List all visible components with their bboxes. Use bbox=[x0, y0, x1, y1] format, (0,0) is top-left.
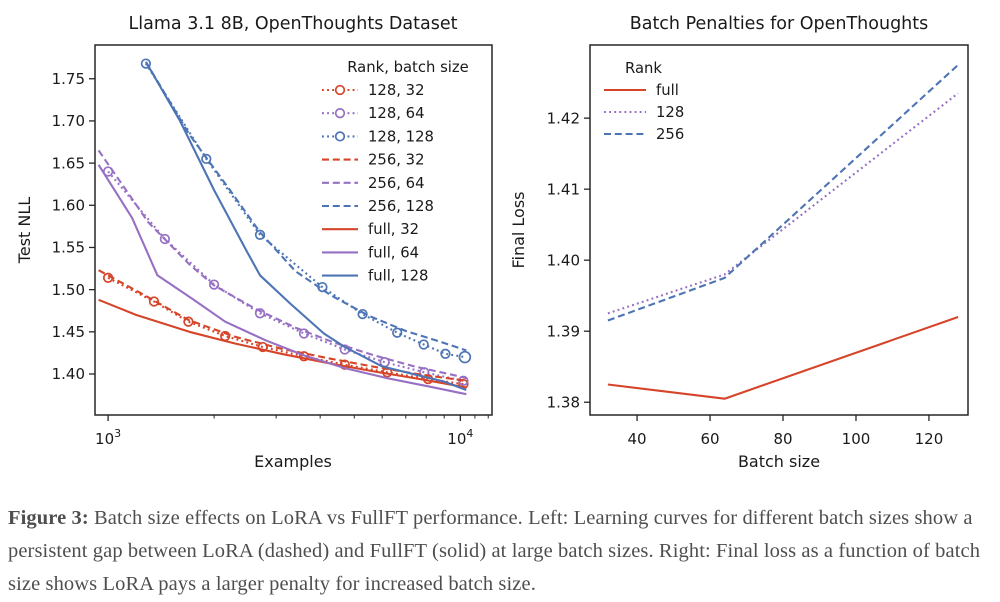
series-marker bbox=[159, 233, 171, 245]
legend-label: full, 32 bbox=[368, 221, 419, 238]
legend-label: 256 bbox=[656, 126, 684, 143]
legend: Rank full 128 256 bbox=[604, 60, 684, 143]
y-tick-label: 1.42 bbox=[547, 109, 580, 127]
x-tick-label: 40 bbox=[628, 430, 647, 448]
series-128 bbox=[607, 92, 959, 315]
x-tick-label: 120 bbox=[915, 430, 944, 448]
legend-entry-256: 256 bbox=[604, 126, 684, 143]
y-axis-label: Test NLL bbox=[15, 197, 34, 264]
series-256-32 bbox=[98, 269, 467, 382]
series-marker bbox=[140, 58, 152, 69]
series-marker bbox=[183, 316, 194, 327]
x-tick-label: 100 bbox=[842, 430, 871, 448]
legend-entry-full-128: full, 128 bbox=[322, 268, 428, 285]
y-tick-label: 1.40 bbox=[52, 365, 85, 383]
figure-caption: Figure 3: Batch size effects on LoRA vs … bbox=[0, 488, 992, 600]
series-marker bbox=[458, 350, 472, 364]
legend-entry-full: full bbox=[604, 82, 679, 99]
legend-label: 256, 32 bbox=[368, 152, 424, 169]
chart-title: Llama 3.1 8B, OpenThoughts Dataset bbox=[129, 14, 458, 34]
legend-entry-256-32: 256, 32 bbox=[322, 152, 424, 169]
y-axis-label: Final Loss bbox=[509, 191, 528, 268]
legend-entry-full-32: full, 32 bbox=[322, 221, 419, 238]
series-full-32 bbox=[98, 298, 467, 389]
y-tick-label: 1.60 bbox=[52, 196, 85, 214]
legend-entry-256-64: 256, 64 bbox=[322, 175, 424, 192]
legend-entry-128-32: 128, 32 bbox=[322, 82, 424, 99]
legend-marker-sample bbox=[334, 131, 346, 142]
y-tick-label: 1.75 bbox=[52, 70, 85, 88]
legend-marker-sample bbox=[334, 84, 346, 96]
legend: Rank, batch size 128, 32 128, 64 128, 128 25… bbox=[322, 59, 469, 285]
legend-label: 128 bbox=[656, 104, 684, 121]
legend-entry-128-128: 128, 128 bbox=[322, 128, 434, 145]
y-tick-label: 1.45 bbox=[52, 323, 85, 341]
series-marker bbox=[254, 308, 266, 319]
figure-caption-text: Batch size effects on LoRA vs FullFT per… bbox=[8, 507, 981, 595]
x-tick-label: 103 bbox=[95, 427, 121, 448]
series-128-32 bbox=[107, 276, 464, 386]
plot-frame bbox=[94, 44, 493, 416]
legend-marker-sample bbox=[334, 108, 346, 119]
series-marker bbox=[418, 339, 429, 350]
y-tick-label: 1.65 bbox=[52, 154, 85, 172]
series-marker bbox=[201, 153, 212, 165]
legend-label: full, 128 bbox=[368, 268, 428, 285]
left-chart: 1.40 1.45 1.50 1.55 1.60 1.65 1.70 1.75 103 104 Ll… bbox=[15, 14, 493, 471]
right-chart: 1.38 1.39 1.40 1.41 1.42 40 60 80 100 120 Batch Pe… bbox=[509, 14, 969, 471]
legend-entry-128: 128 bbox=[604, 104, 684, 121]
legend-entry-256-128: 256, 128 bbox=[322, 198, 434, 215]
series-marker bbox=[440, 348, 451, 359]
y-tick-label: 1.70 bbox=[52, 112, 85, 130]
y-tick-label: 1.38 bbox=[547, 393, 580, 411]
legend-label: 128, 64 bbox=[368, 105, 424, 122]
y-tick-label: 1.39 bbox=[547, 322, 580, 340]
y-tick-label: 1.41 bbox=[547, 180, 580, 198]
figure-charts: 1.40 1.45 1.50 1.55 1.60 1.65 1.70 1.75 103 104 Ll… bbox=[15, 14, 969, 471]
series-marker bbox=[257, 341, 268, 353]
y-tick-label: 1.50 bbox=[52, 281, 85, 299]
y-tick-label: 1.55 bbox=[52, 239, 85, 257]
y-tick-label: 1.40 bbox=[547, 251, 580, 269]
legend-label: 256, 128 bbox=[368, 198, 434, 215]
series-marker bbox=[254, 229, 266, 240]
legend-label: 128, 128 bbox=[368, 128, 434, 145]
series-full-64 bbox=[97, 164, 467, 396]
x-axis-label: Examples bbox=[254, 452, 332, 471]
x-tick-label: 104 bbox=[447, 427, 473, 448]
legend-title: Rank, batch size bbox=[347, 59, 469, 76]
plot-frame bbox=[589, 44, 969, 416]
series-256-64 bbox=[97, 149, 467, 380]
chart-title: Batch Penalties for OpenThoughts bbox=[630, 14, 929, 34]
x-axis-label: Batch size bbox=[738, 452, 820, 471]
legend-entry-full-64: full, 64 bbox=[322, 244, 419, 261]
legend-label: 128, 32 bbox=[368, 82, 424, 99]
legend-label: full, 64 bbox=[368, 244, 419, 261]
legend-entry-128-64: 128, 64 bbox=[322, 105, 424, 122]
series-256-128 bbox=[144, 61, 467, 352]
x-tick-label: 60 bbox=[700, 430, 719, 448]
x-tick-label: 80 bbox=[773, 430, 792, 448]
series-full-128 bbox=[144, 61, 467, 391]
legend-title: Rank bbox=[625, 60, 662, 77]
series-256 bbox=[607, 64, 959, 322]
series-marker bbox=[148, 296, 160, 307]
series-marker bbox=[208, 279, 220, 290]
series-full bbox=[607, 316, 959, 400]
legend-label: full bbox=[656, 82, 679, 99]
series-128-128 bbox=[145, 63, 466, 359]
legend-label: 256, 64 bbox=[368, 175, 424, 192]
series-marker bbox=[392, 327, 403, 338]
figure-caption-label: Figure 3: bbox=[8, 507, 89, 529]
